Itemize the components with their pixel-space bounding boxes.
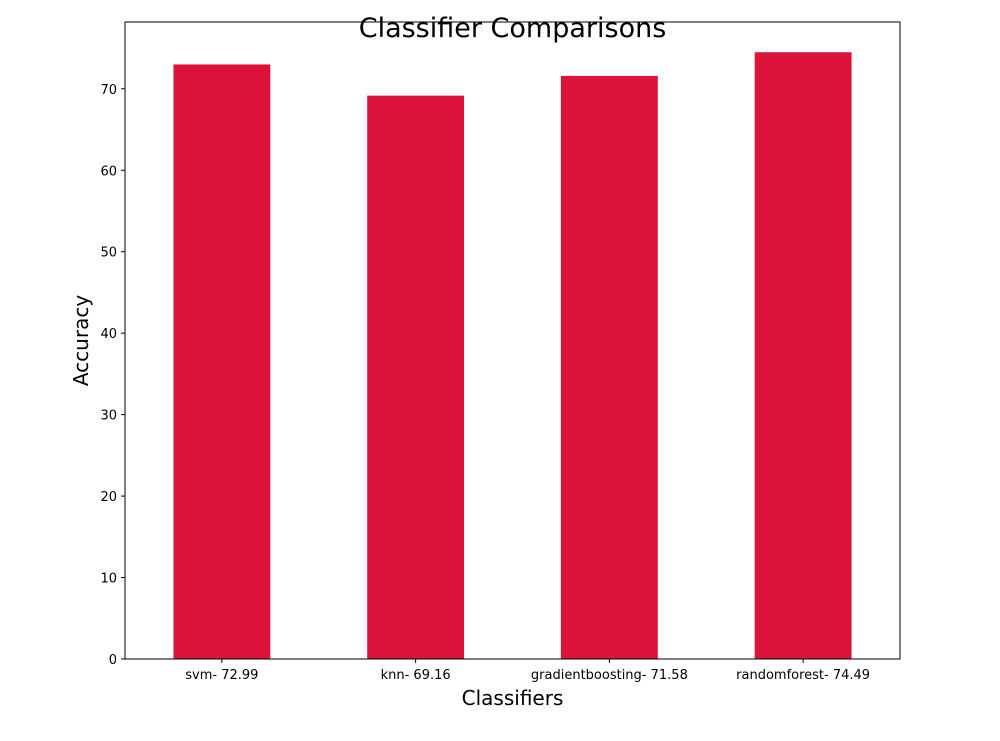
y-tick-label-6: 60 (100, 164, 117, 179)
chart-title: Classifier Comparisons (359, 13, 667, 44)
y-tick-label-3: 30 (100, 409, 117, 424)
x-tick-label-1: knn- 69.16 (381, 668, 451, 683)
y-tick-label-4: 40 (100, 327, 117, 342)
x-tick-label-3: randomforest- 74.49 (736, 668, 870, 683)
x-tick-label-2: gradientboosting- 71.58 (531, 668, 688, 683)
y-tick-label-5: 50 (100, 246, 117, 261)
y-tick-label-0: 0 (109, 653, 117, 668)
bars-group (173, 52, 852, 660)
x-axis-label: Classifiers (462, 686, 564, 710)
plot-frame (124, 21, 901, 660)
y-tick-label-1: 10 (100, 572, 117, 587)
y-axis-label: Accuracy (69, 295, 93, 386)
bar-0 (173, 64, 271, 659)
bar-3 (754, 52, 852, 660)
x-axis: svm- 72.99 knn- 69.16 gradientboosting- 71… (185, 659, 870, 683)
y-axis: 0 10 20 30 40 50 60 70 (100, 83, 125, 668)
bar-2 (560, 75, 658, 660)
x-tick-label-0: svm- 72.99 (185, 668, 258, 683)
y-tick-label-7: 70 (100, 83, 117, 98)
bar-1 (367, 95, 465, 660)
y-tick-label-2: 20 (100, 490, 117, 505)
